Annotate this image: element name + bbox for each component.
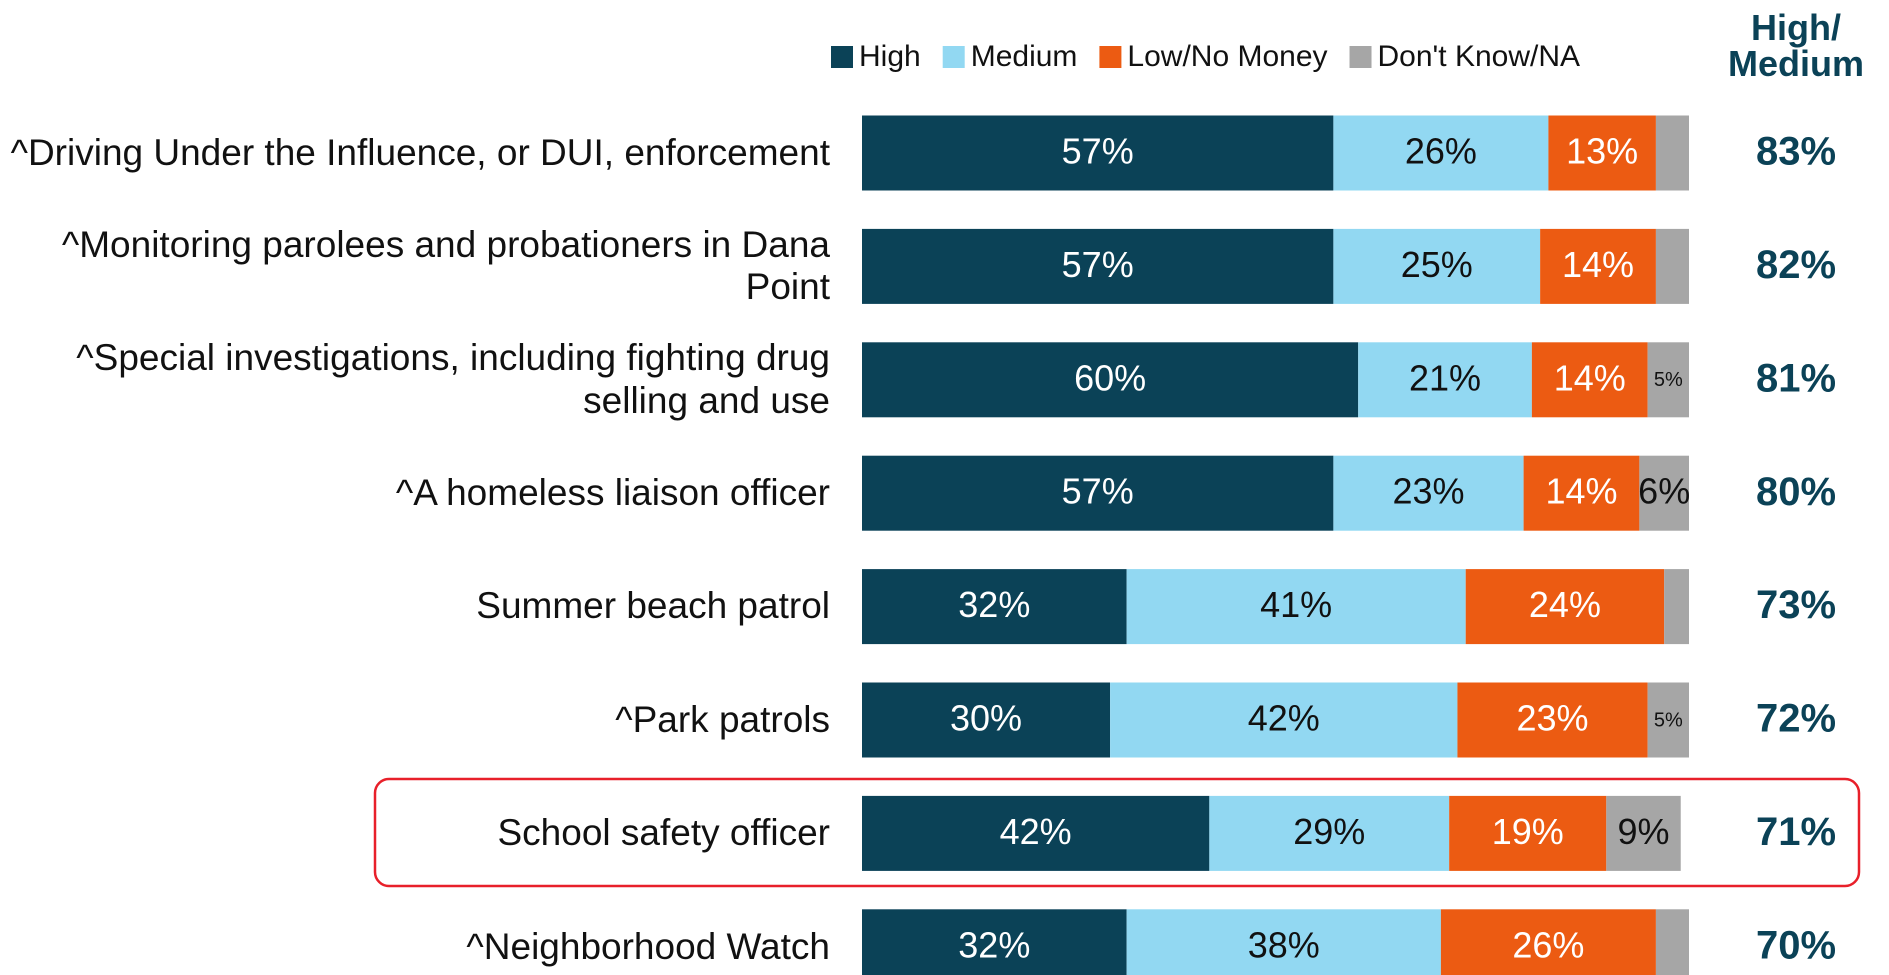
bar-segment xyxy=(1449,795,1607,871)
bar-segment xyxy=(1126,909,1441,975)
net-label: 71% xyxy=(1756,810,1836,854)
data-label: 57% xyxy=(1062,244,1134,285)
highlight-box xyxy=(373,777,1861,888)
data-label: 23% xyxy=(1392,471,1464,512)
legend-swatch xyxy=(831,46,853,68)
legend-swatch xyxy=(942,46,965,68)
data-label: 9% xyxy=(1617,811,1669,852)
data-label: 26% xyxy=(1405,131,1477,172)
data-label: 32% xyxy=(958,584,1030,625)
bar-segment xyxy=(862,682,1111,758)
data-label: 57% xyxy=(1062,131,1134,172)
net-label: 83% xyxy=(1756,130,1836,174)
data-label: 42% xyxy=(1000,811,1072,852)
data-label: 29% xyxy=(1293,811,1365,852)
bar-segment xyxy=(1606,795,1681,871)
net-label: 80% xyxy=(1756,470,1836,514)
category-label: ^A homeless liaison officer xyxy=(395,471,830,513)
category-label: ^Driving Under the Influence, or DUI, en… xyxy=(10,131,830,173)
bar-segment xyxy=(1457,682,1648,758)
bar-segment xyxy=(862,909,1127,975)
bar-segment xyxy=(1465,569,1665,645)
data-label: 38% xyxy=(1248,924,1320,965)
bar-segment xyxy=(862,455,1334,531)
bar-segment xyxy=(1440,909,1656,975)
net-label: 72% xyxy=(1756,697,1836,741)
category-label: ^Monitoring parolees and probationers in… xyxy=(61,223,830,308)
bar-segment xyxy=(1540,228,1656,304)
data-label: 21% xyxy=(1409,357,1481,398)
category-label: ^Special investigations, including fight… xyxy=(76,337,830,421)
data-label: 5% xyxy=(1654,709,1683,731)
data-label: 25% xyxy=(1401,244,1473,285)
bar-segment xyxy=(1333,228,1541,304)
net-label: 73% xyxy=(1756,583,1836,627)
data-label: 23% xyxy=(1517,698,1589,739)
legend-label: Don't Know/NA xyxy=(1378,40,1581,73)
bar-segment xyxy=(1531,342,1648,418)
legend-label: Medium xyxy=(971,40,1078,73)
data-label: 57% xyxy=(1062,471,1134,512)
data-label: 19% xyxy=(1492,811,1564,852)
bar-segment xyxy=(1647,342,1689,418)
data-label: 6% xyxy=(1638,471,1690,512)
data-label: 26% xyxy=(1512,924,1584,965)
bar-segment xyxy=(1655,228,1689,304)
category-label: ^Neighborhood Watch xyxy=(466,925,830,967)
data-label: 14% xyxy=(1562,244,1634,285)
legend-swatch xyxy=(1099,46,1122,68)
legend-label: Low/No Money xyxy=(1127,40,1327,73)
data-label: 42% xyxy=(1248,698,1320,739)
category-label: School safety officer xyxy=(497,812,831,854)
data-label: 30% xyxy=(950,698,1022,739)
bar-segment xyxy=(862,342,1359,418)
category-label: Summer beach patrol xyxy=(476,585,830,627)
data-label: 24% xyxy=(1529,584,1601,625)
legend-label: High xyxy=(859,40,921,73)
data-label: 60% xyxy=(1074,357,1146,398)
bar-segment xyxy=(862,228,1334,304)
legend-swatch xyxy=(1349,46,1372,68)
data-label: 14% xyxy=(1545,471,1617,512)
data-label: 41% xyxy=(1260,584,1332,625)
bar-segment xyxy=(1126,569,1466,645)
data-label: 14% xyxy=(1554,357,1626,398)
data-label: 32% xyxy=(958,924,1030,965)
bar-segment xyxy=(1110,682,1458,758)
data-label: 13% xyxy=(1566,131,1638,172)
bar-segment xyxy=(1664,569,1689,645)
bar-segment xyxy=(1639,455,1689,531)
bar-segment xyxy=(1333,455,1524,531)
category-label: ^Park patrols xyxy=(615,698,830,740)
bar-segment xyxy=(1523,455,1640,531)
bar-segment xyxy=(1209,795,1450,871)
bar-segment xyxy=(1655,115,1689,191)
net-label: 70% xyxy=(1756,923,1836,967)
bar-segment xyxy=(862,569,1127,645)
net-label: 82% xyxy=(1756,243,1836,287)
bar-segment xyxy=(1655,909,1689,975)
bar-segment xyxy=(1548,115,1656,191)
net-label: 81% xyxy=(1756,356,1836,400)
bar-segment xyxy=(1333,115,1549,191)
data-label: 5% xyxy=(1654,369,1683,391)
net-header: High/ Medium xyxy=(1727,7,1864,84)
bar-segment xyxy=(862,115,1334,191)
bar-segment xyxy=(1358,342,1532,418)
bar-segment xyxy=(862,795,1210,871)
bar-segment xyxy=(1647,682,1689,758)
